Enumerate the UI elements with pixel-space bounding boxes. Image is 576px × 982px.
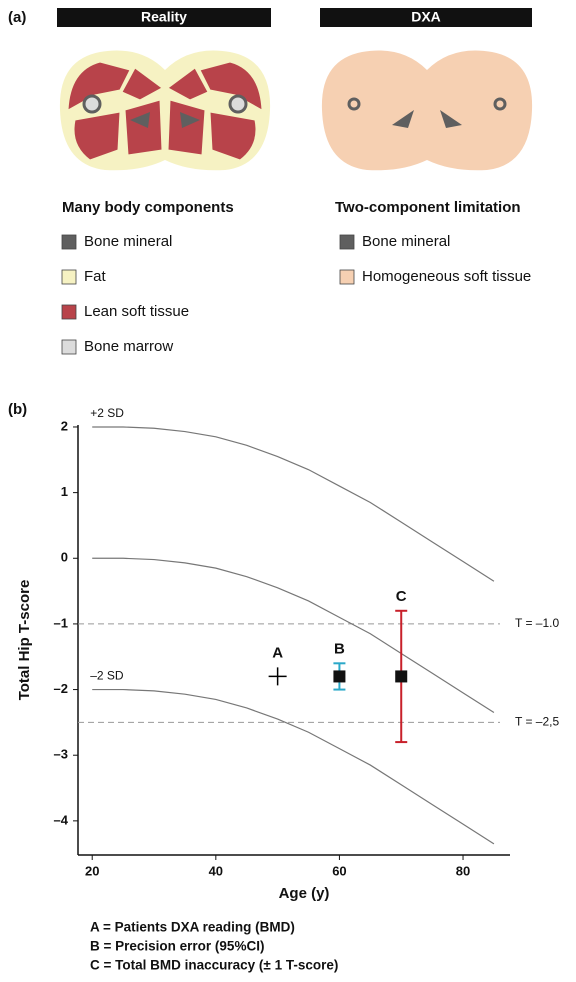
legend-swatch [61,339,77,355]
y-tick-label: 1 [61,484,68,499]
header: Reality [141,9,187,25]
y-axis-label: Total Hip T-score [16,580,33,701]
note: C = Total BMD inaccuracy (± 1 T-score) [90,958,338,973]
legend-label: Bone mineral [84,233,172,250]
point-label: B [334,640,345,657]
reference-label: T = –1.0 [515,616,559,630]
y-tick-label: 2 [61,418,68,433]
series-label: –2 SD [90,669,124,683]
x-tick-label: 60 [332,863,346,878]
legend-swatch [61,304,77,320]
header: DXA [411,9,441,25]
legend-swatch [61,269,77,285]
y-tick-label: 0 [61,550,68,565]
point-label: A [272,644,283,661]
y-tick-label: –3 [54,747,68,762]
panel-label: (b) [8,401,27,418]
legend-swatch [61,234,77,250]
x-axis-label: Age (y) [279,885,330,902]
point [268,667,287,686]
x-tick-label: 40 [209,863,223,878]
point [333,670,346,683]
reference-label: T = –2,5 [515,715,559,729]
legend-label: Lean soft tissue [84,303,189,320]
series-line [92,557,495,714]
panel-label: (a) [8,9,26,26]
y-tick-label: –2 [54,681,68,696]
note: B = Precision error (95%CI) [90,939,264,954]
legend-label: Bone mineral [362,233,450,250]
reality-illustration [59,50,271,171]
series-label: +2 SD [90,406,124,420]
header-bar [57,8,271,27]
legend-label: Fat [84,268,107,285]
legend-label: Bone marrow [84,338,173,355]
legend-swatch [339,234,355,250]
dxa-illustration [321,50,533,171]
y-tick-label: –4 [54,812,69,827]
x-tick-label: 20 [85,863,99,878]
note: A = Patients DXA reading (BMD) [90,920,295,935]
series-line [92,426,495,582]
series-line [92,688,495,845]
y-tick-label: –1 [54,615,68,630]
header-bar [320,8,532,27]
legend-label: Homogeneous soft tissue [362,268,531,285]
legend-swatch [339,269,355,285]
legend-title: Many body components [62,199,234,216]
point-label: C [396,588,407,605]
x-tick-label: 80 [456,863,470,878]
point [395,670,408,683]
legend-title: Two-component limitation [335,199,521,216]
